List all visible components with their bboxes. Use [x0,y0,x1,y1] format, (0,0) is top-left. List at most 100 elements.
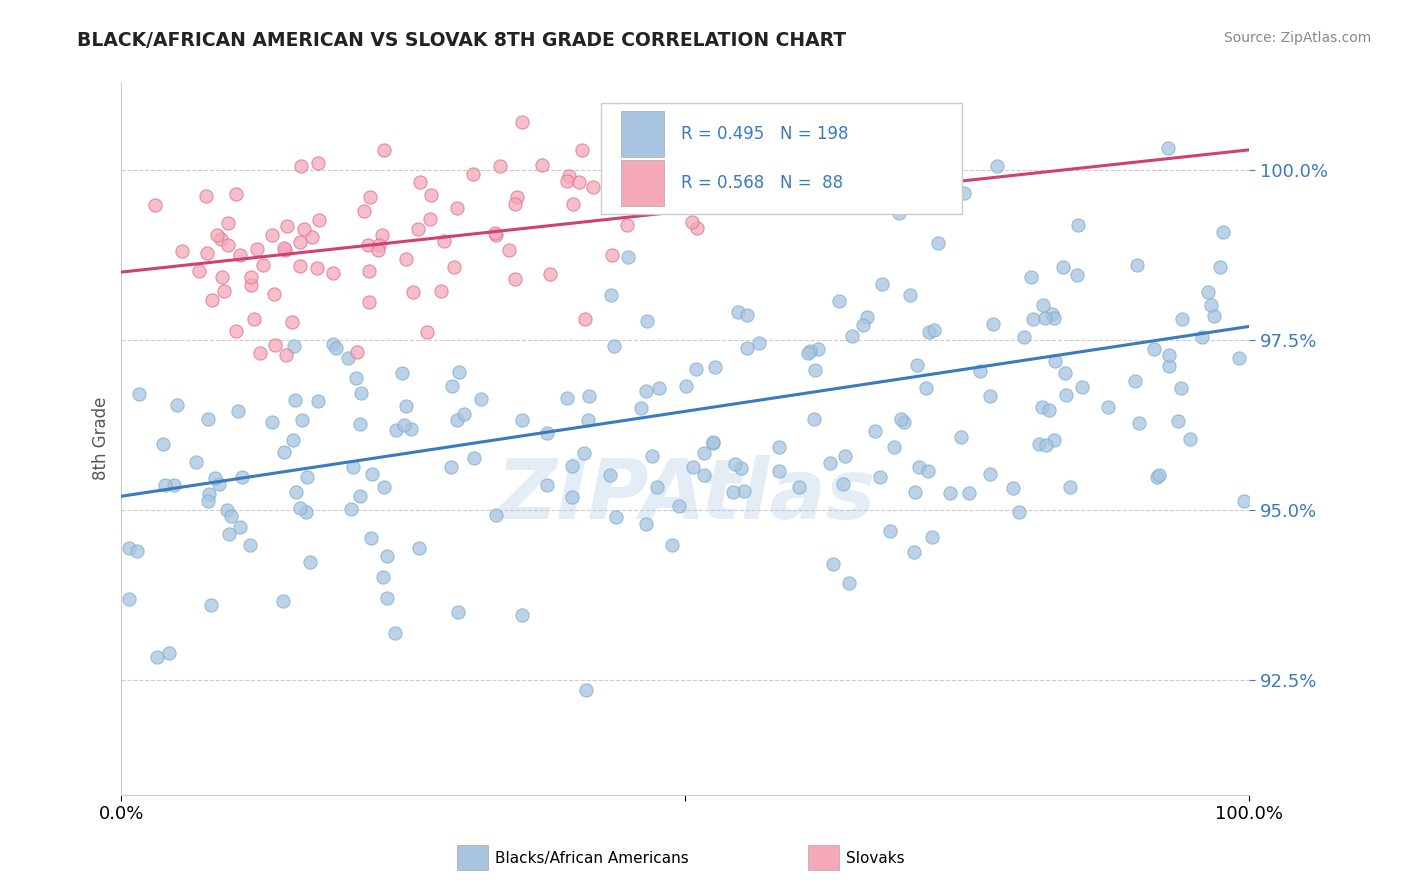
Point [908,459,931,474]
Point [735,308,758,322]
Point [295,470,318,484]
Point [283,339,305,353]
Point [724,458,747,472]
Point [195,189,218,203]
Point [834,449,856,463]
Point [360,531,382,545]
Point [146,650,169,665]
Point [218,527,240,541]
Point [371,570,394,584]
Point [274,243,297,257]
Point [1170,381,1192,395]
Point [291,413,314,427]
Point [818,456,841,470]
Point [1035,438,1057,452]
Point [641,182,664,196]
Point [952,186,974,200]
Point [883,440,905,454]
Point [249,346,271,360]
Point [197,412,219,426]
Point [571,143,593,157]
Point [419,211,441,226]
Point [950,430,973,444]
Point [1233,493,1256,508]
Point [1070,379,1092,393]
Point [1178,432,1201,446]
Point [163,477,186,491]
Point [661,538,683,552]
Point [446,201,468,215]
Point [917,464,939,478]
Point [576,413,599,427]
Point [392,417,415,432]
Point [308,213,330,227]
Point [172,244,194,258]
Point [484,226,506,240]
Point [721,484,744,499]
Point [463,450,485,465]
Point [1021,270,1043,285]
Point [127,544,149,558]
Point [898,288,921,302]
Point [346,345,368,359]
Point [575,682,598,697]
Point [797,346,820,360]
Point [870,277,893,292]
Point [510,413,533,427]
Point [288,235,311,249]
Point [301,229,323,244]
Point [1008,505,1031,519]
Point [693,446,716,460]
Point [204,471,226,485]
Point [290,159,312,173]
Point [276,348,298,362]
Point [290,501,312,516]
Point [218,238,240,252]
Point [582,180,605,194]
Point [1123,374,1146,388]
Point [562,196,585,211]
Point [1128,416,1150,430]
Point [187,264,209,278]
Point [572,446,595,460]
Point [893,415,915,429]
Point [1202,310,1225,324]
Point [276,219,298,233]
Point [1042,311,1064,326]
Point [536,425,558,440]
Point [607,153,630,168]
Point [730,461,752,475]
Point [342,459,364,474]
Point [370,227,392,242]
Point [1059,480,1081,494]
Point [198,487,221,501]
Point [246,242,269,256]
Point [922,323,945,337]
Point [484,508,506,523]
Point [1032,297,1054,311]
Y-axis label: 8th Grade: 8th Grade [93,397,110,480]
Point [325,341,347,355]
Point [1197,285,1219,299]
Point [225,186,247,201]
Point [957,486,980,500]
Point [903,545,925,559]
Point [807,342,830,356]
Point [568,175,591,189]
Point [336,351,359,366]
Point [152,437,174,451]
Point [1143,342,1166,356]
Point [1043,434,1066,448]
Point [143,198,166,212]
Point [561,458,583,473]
Point [768,464,790,478]
Point [271,593,294,607]
Point [440,460,463,475]
Point [350,386,373,401]
Point [631,150,654,164]
Point [578,389,600,403]
Point [704,360,727,375]
Point [939,486,962,500]
Point [1199,297,1222,311]
Point [239,538,262,552]
